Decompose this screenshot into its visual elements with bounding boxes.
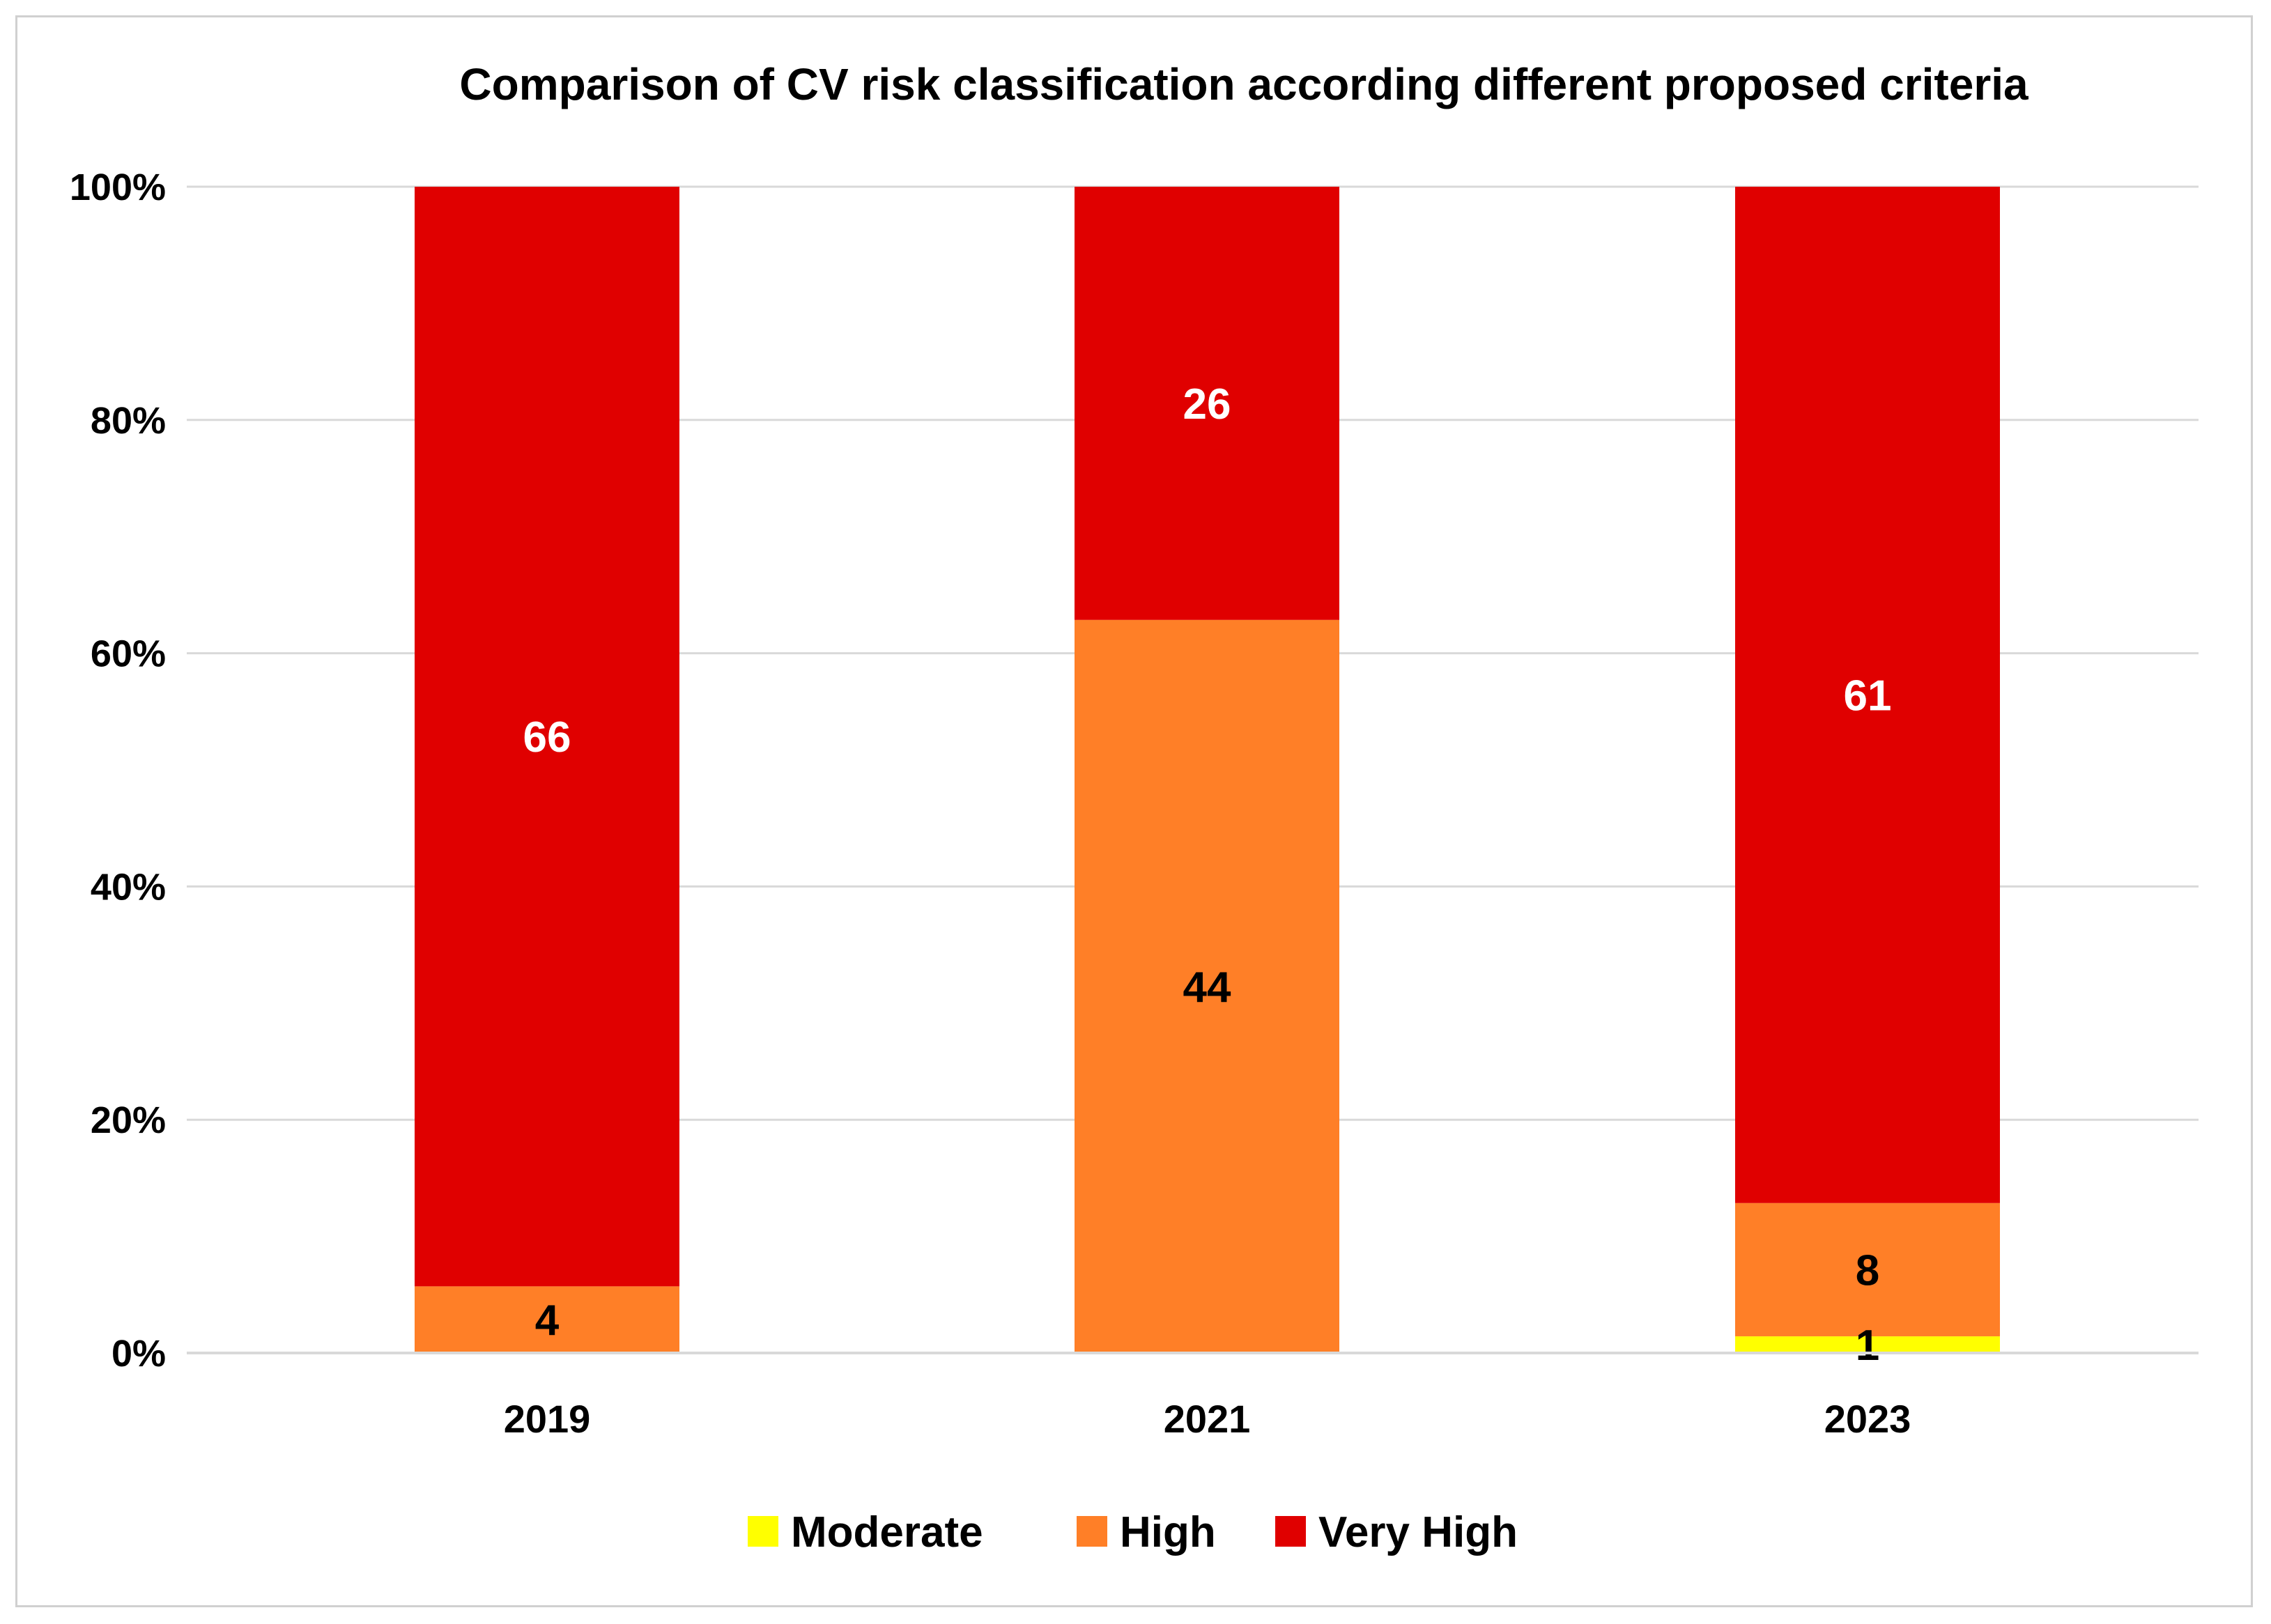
legend-label: Very High	[1318, 1508, 1518, 1556]
legend-swatch	[1275, 1516, 1306, 1547]
y-tick-label: 40%	[91, 866, 166, 908]
data-label: 66	[523, 713, 571, 761]
bar-segment-high[interactable]	[415, 1286, 679, 1353]
bar-segment-very-high[interactable]	[415, 187, 679, 1287]
bar-segment-very-high[interactable]	[1075, 187, 1339, 620]
y-tick-label: 60%	[91, 633, 166, 675]
y-tick-label: 0%	[111, 1333, 166, 1375]
legend-item-moderate[interactable]: Moderate	[748, 1508, 983, 1556]
y-tick-label: 80%	[91, 400, 166, 442]
data-label: 1	[1856, 1322, 1879, 1370]
data-label: 8	[1856, 1246, 1879, 1294]
y-axis-ticks: 0% 20% 40% 60% 80% 100%	[70, 167, 166, 1375]
data-label: 44	[1183, 964, 1231, 1012]
data-label: 61	[1844, 672, 1892, 720]
legend-label: High	[1120, 1508, 1216, 1556]
bar-segment-high[interactable]	[1735, 1202, 2000, 1337]
legend-swatch	[1077, 1516, 1107, 1547]
x-category-label: 2023	[1824, 1397, 1911, 1441]
bar-segment-moderate[interactable]	[1735, 1336, 2000, 1353]
data-labels: 4 66 44 26 1 8 61	[523, 380, 1892, 1370]
legend-swatch	[748, 1516, 778, 1547]
y-tick-label: 100%	[70, 167, 166, 208]
data-label: 4	[535, 1297, 560, 1345]
y-tick-label: 20%	[91, 1099, 166, 1141]
legend-label: Moderate	[791, 1508, 983, 1556]
data-label: 26	[1183, 380, 1231, 428]
x-category-label: 2021	[1164, 1397, 1251, 1441]
chart-title: Comparison of CV risk classification acc…	[459, 59, 2028, 109]
x-axis-categories: 2019 2021 2023	[504, 1397, 1911, 1441]
legend[interactable]: Moderate High Very High	[748, 1508, 1518, 1556]
bar-segment-high[interactable]	[1075, 619, 1339, 1353]
bar-segment-very-high[interactable]	[1735, 187, 2000, 1203]
x-category-label: 2019	[504, 1397, 591, 1441]
bars	[415, 187, 2000, 1353]
legend-item-very-high[interactable]: Very High	[1275, 1508, 1518, 1556]
legend-item-high[interactable]: High	[1077, 1508, 1216, 1556]
